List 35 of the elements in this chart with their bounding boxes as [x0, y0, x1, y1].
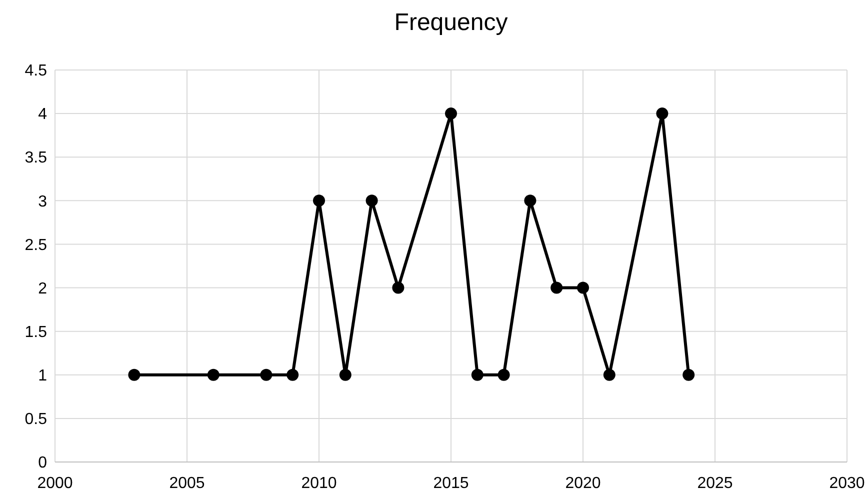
point [286, 368, 299, 381]
y-tick-label: 1.5 [24, 324, 48, 341]
point [524, 194, 536, 207]
y-tick-label: 3 [38, 193, 48, 210]
point [392, 282, 404, 294]
point [207, 368, 220, 381]
point [471, 368, 484, 381]
x-tick-label: 2020 [565, 475, 601, 492]
point [577, 282, 589, 294]
point [260, 368, 272, 381]
point [603, 368, 616, 381]
chart-title: Frequency [394, 9, 508, 36]
point [550, 282, 563, 294]
point [682, 368, 695, 381]
x-tick-label: 2030 [829, 475, 865, 492]
point [366, 194, 378, 207]
y-tick-label: 4.5 [24, 62, 48, 80]
x-tick-label: 2010 [301, 475, 337, 492]
x-tick-label: 2025 [697, 475, 733, 492]
y-tick-label: 0 [38, 454, 48, 472]
y-tick-label: 2 [38, 280, 48, 298]
point [313, 194, 325, 207]
y-tick-label: 4 [38, 106, 48, 124]
x-tick-label: 2015 [433, 475, 469, 492]
y-tick-label: 0.5 [24, 411, 48, 428]
point [656, 108, 668, 120]
y-tick-label: 3.5 [24, 150, 48, 167]
point [128, 368, 140, 381]
y-tick-label: 1 [38, 367, 48, 384]
point [339, 368, 352, 381]
x-tick-label: 2000 [37, 475, 73, 492]
x-tick-label: 2005 [169, 475, 205, 492]
point [498, 368, 510, 381]
y-tick-label: 2.5 [24, 236, 48, 254]
point [445, 108, 457, 120]
